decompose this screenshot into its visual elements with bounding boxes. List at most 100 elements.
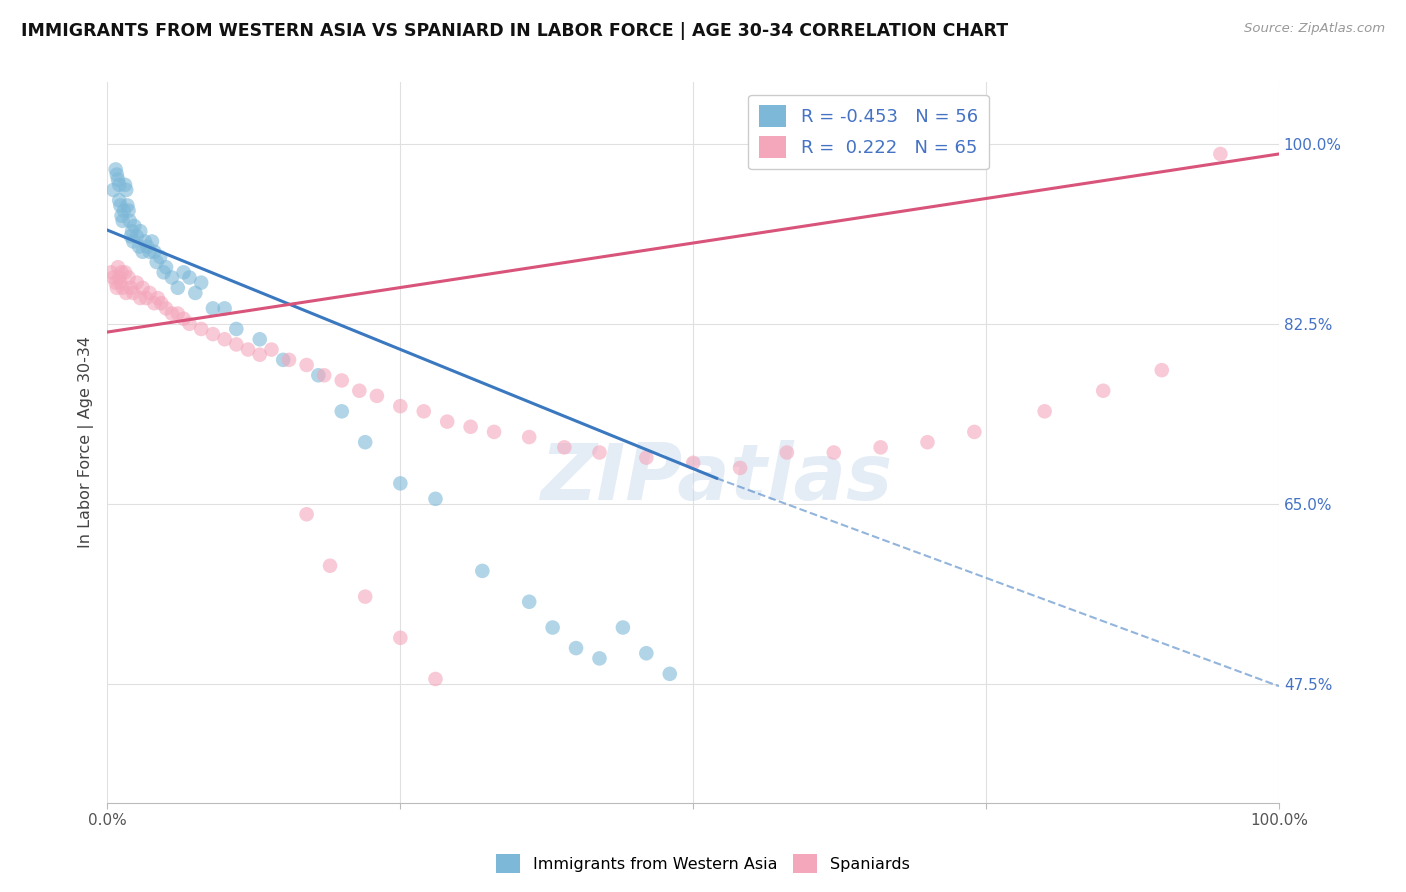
Point — [155, 301, 177, 316]
Point — [110, 276, 132, 290]
Point — [103, 270, 125, 285]
Point — [1150, 363, 1173, 377]
Point — [612, 620, 634, 634]
Point — [425, 491, 447, 506]
Point — [636, 646, 658, 660]
Point — [107, 172, 129, 186]
Point — [103, 183, 125, 197]
Point — [114, 178, 136, 192]
Point — [190, 322, 212, 336]
Point — [460, 419, 482, 434]
Point — [118, 214, 141, 228]
Point — [541, 620, 564, 634]
Point — [319, 558, 342, 573]
Point — [330, 404, 353, 418]
Point — [278, 352, 301, 367]
Point — [104, 162, 127, 177]
Point — [588, 651, 610, 665]
Point — [517, 595, 540, 609]
Point — [682, 456, 704, 470]
Point — [128, 239, 150, 253]
Point — [108, 270, 131, 285]
Point — [152, 265, 174, 279]
Point — [173, 311, 195, 326]
Point — [115, 285, 138, 300]
Point — [425, 672, 447, 686]
Point — [108, 194, 131, 208]
Y-axis label: In Labor Force | Age 30-34: In Labor Force | Age 30-34 — [79, 336, 94, 549]
Point — [114, 265, 136, 279]
Point — [389, 399, 412, 413]
Point — [776, 445, 799, 459]
Point — [249, 332, 271, 346]
Point — [225, 337, 247, 351]
Point — [136, 239, 159, 253]
Legend: R = -0.453   N = 56, R =  0.222   N = 65: R = -0.453 N = 56, R = 0.222 N = 65 — [748, 95, 988, 169]
Point — [869, 441, 891, 455]
Point — [125, 229, 148, 244]
Point — [117, 198, 139, 212]
Point — [160, 270, 183, 285]
Point — [1092, 384, 1115, 398]
Point — [134, 235, 156, 249]
Point — [131, 244, 153, 259]
Point — [138, 244, 160, 259]
Point — [184, 285, 207, 300]
Point — [129, 224, 152, 238]
Point — [201, 327, 224, 342]
Text: IMMIGRANTS FROM WESTERN ASIA VS SPANIARD IN LABOR FORCE | AGE 30-34 CORRELATION : IMMIGRANTS FROM WESTERN ASIA VS SPANIARD… — [21, 22, 1008, 40]
Point — [120, 229, 142, 244]
Point — [314, 368, 336, 383]
Point — [110, 265, 132, 279]
Point — [214, 301, 236, 316]
Point — [201, 301, 224, 316]
Point — [111, 281, 134, 295]
Point — [117, 203, 139, 218]
Point — [823, 445, 845, 459]
Point — [143, 244, 166, 259]
Point — [121, 224, 143, 238]
Point — [124, 219, 146, 233]
Point — [150, 296, 173, 310]
Point — [120, 281, 142, 295]
Point — [125, 276, 148, 290]
Point — [636, 450, 658, 465]
Point — [330, 374, 353, 388]
Point — [138, 285, 160, 300]
Point — [122, 285, 145, 300]
Point — [179, 317, 201, 331]
Legend: Immigrants from Western Asia, Spaniards: Immigrants from Western Asia, Spaniards — [489, 847, 917, 880]
Point — [553, 441, 575, 455]
Point — [354, 590, 377, 604]
Point — [471, 564, 494, 578]
Point — [115, 183, 138, 197]
Point — [271, 352, 294, 367]
Point — [112, 203, 135, 218]
Point — [117, 270, 139, 285]
Point — [131, 281, 153, 295]
Point — [214, 332, 236, 346]
Text: ZIPatlas: ZIPatlas — [540, 441, 893, 516]
Point — [173, 265, 195, 279]
Point — [135, 291, 157, 305]
Point — [249, 348, 271, 362]
Point — [155, 260, 177, 275]
Point — [917, 435, 939, 450]
Point — [143, 296, 166, 310]
Point — [107, 260, 129, 275]
Point — [104, 276, 127, 290]
Point — [295, 508, 318, 522]
Point — [145, 255, 167, 269]
Point — [295, 358, 318, 372]
Point — [166, 281, 188, 295]
Point — [1033, 404, 1056, 418]
Point — [1209, 147, 1232, 161]
Point — [366, 389, 388, 403]
Point — [412, 404, 434, 418]
Point — [110, 198, 132, 212]
Point — [389, 476, 412, 491]
Point — [963, 425, 986, 439]
Text: Source: ZipAtlas.com: Source: ZipAtlas.com — [1244, 22, 1385, 36]
Point — [100, 265, 122, 279]
Point — [517, 430, 540, 444]
